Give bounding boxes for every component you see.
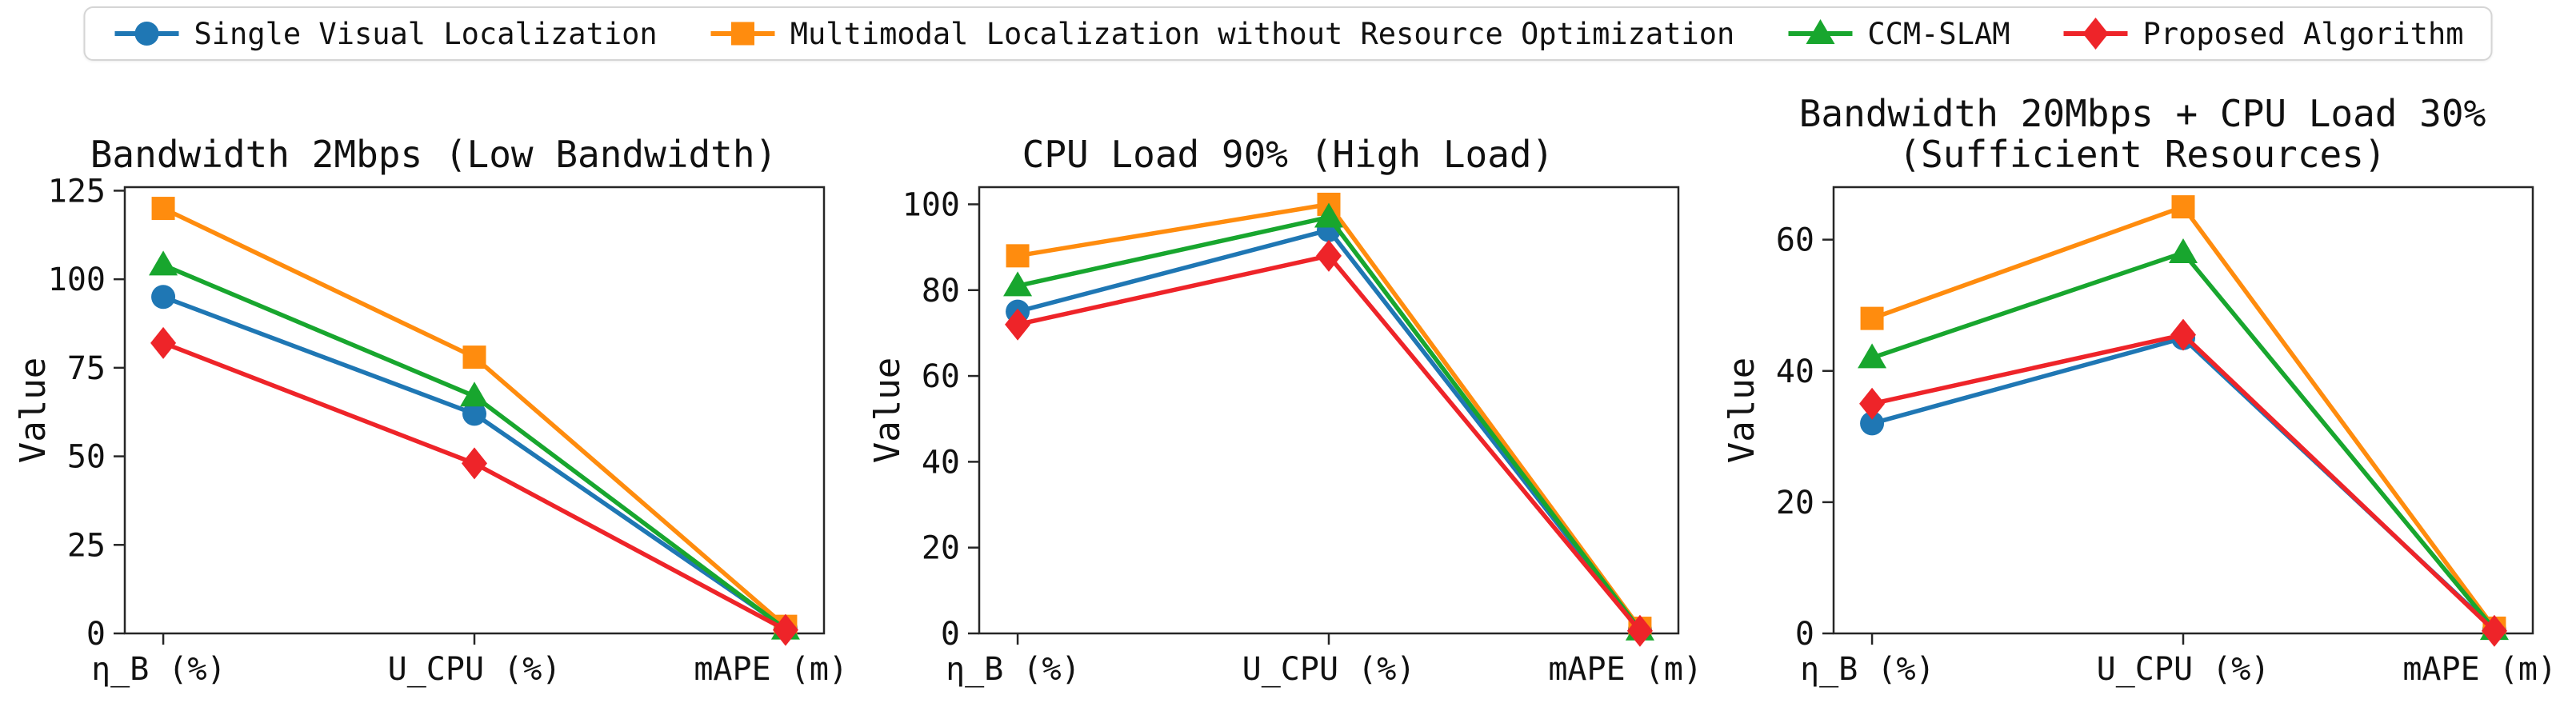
series-diamond [1859,318,2507,647]
diamond-marker-icon [2082,18,2109,50]
y-tick-label: 0 [1795,616,1814,653]
x-tick-label: η_B (%) [1800,651,1935,688]
diamond-marker-icon [2170,318,2196,351]
y-tick-label: 100 [48,262,106,298]
x-tick-label: mAPE (m) [1548,651,1702,688]
y-tick-label: 50 [67,439,106,476]
x-tick-label: mAPE (m) [694,651,848,688]
circle-marker-icon [134,22,159,46]
circle-marker-icon [151,285,176,310]
chart-panel: Bandwidth 2Mbps (Low Bandwidth) 0 25 50 75 10… [11,80,856,697]
legend-item: CCM-SLAM [1786,14,2010,53]
diamond-marker-icon [772,613,798,646]
circle-marker-icon [1860,411,1885,436]
legend-item: Single Visual Localization [113,14,658,53]
chart-title: CPU Load 90% (High Load) [1022,133,1554,177]
series-diamond [150,326,798,646]
chart-title: (Sufficient Resources) [1898,133,2386,177]
chart-panel: CPU Load 90% (High Load) 0 20 40 60 80 100 η_B … [866,80,1710,697]
triangle-marker-icon [460,381,489,407]
x-tick-label: η_B (%) [946,651,1081,688]
triangle-marker-icon [149,250,178,276]
diamond-marker-icon [2063,18,2128,50]
y-tick-label: 0 [941,616,960,653]
square-marker-icon [2171,195,2195,219]
chart-panel: Bandwidth 20Mbps + CPU Load 30% (Sufficie… [1720,80,2565,697]
chart-canvas: 0 25 50 75 100 125 η_B (%) U_CPU (%) mAPE (m) Val… [13,176,848,688]
y-tick-label: 40 [1776,354,1814,390]
triangle-marker-icon [1806,19,1835,44]
legend-item-label: Proposed Algorithm [2142,16,2464,51]
diamond-marker-icon [462,447,487,480]
chart-title-block: Bandwidth 20Mbps + CPU Load 30% (Sufficie… [1720,80,2565,176]
legend-item: Multimodal Localization without Resource… [709,14,1735,53]
chart-title-block: Bandwidth 2Mbps (Low Bandwidth) [11,80,856,176]
legend-item-label: Single Visual Localization [194,16,658,51]
series-square [151,197,798,638]
chart-title: Bandwidth 2Mbps (Low Bandwidth) [90,133,778,177]
square-marker-icon [151,197,175,221]
chart-canvas: 0 20 40 60 η_B (%) U_CPU (%) mAPE (m) Value [1722,186,2557,688]
square-marker-icon [1860,306,1884,330]
legend-item-label: CCM-SLAM [1867,16,2010,51]
y-tick-label: 40 [922,444,960,481]
legend-item: Proposed Algorithm [2062,14,2464,53]
y-tick-label: 20 [1776,485,1814,521]
circle-marker-icon [114,22,179,46]
diamond-marker-icon [2481,614,2507,647]
y-axis-label: Value [1722,358,1762,463]
triangle-marker-icon [1788,19,1853,44]
x-tick-label: mAPE (m) [2402,651,2557,688]
triangle-marker-icon [1314,202,1343,228]
y-tick-label: 75 [67,350,106,387]
y-tick-label: 60 [922,358,960,395]
circle-marker-icon [462,401,486,426]
chart-canvas: 0 20 40 60 80 100 η_B (%) U_CPU (%) mAPE (m) Valu… [867,186,1702,688]
charts-row: Bandwidth 2Mbps (Low Bandwidth) 0 25 50 75 10… [0,80,2576,697]
square-marker-icon [710,22,775,46]
diamond-marker-icon [150,326,177,359]
diamond-marker-icon [1859,387,1886,420]
y-axis-label: Value [13,358,54,463]
diamond-marker-icon [1316,239,1342,272]
y-tick-label: 20 [922,530,960,567]
x-tick-label: η_B (%) [91,651,226,688]
square-marker-icon [462,346,486,369]
triangle-marker-icon [2169,238,2198,264]
chart-title-block: CPU Load 90% (High Load) [866,80,1710,176]
triangle-marker-icon [1003,271,1033,297]
x-tick-label: U_CPU (%) [2097,651,2270,688]
triangle-marker-icon [1858,343,1887,369]
y-tick-label: 25 [67,527,106,564]
square-marker-icon [1006,244,1030,268]
series-diamond [1005,239,1653,647]
square-marker-icon [731,22,755,46]
legend-item-label: Multimodal Localization without Resource… [790,16,1735,51]
y-tick-label: 125 [48,176,106,210]
y-tick-label: 80 [922,273,960,310]
chart-title: Bandwidth 20Mbps + CPU Load 30% [1798,91,2486,135]
y-tick-label: 60 [1776,222,1814,259]
legend: Single Visual Localization Multimodal Loc… [83,6,2493,61]
diamond-marker-icon [1005,308,1031,341]
y-tick-label: 0 [86,616,106,653]
y-axis-label: Value [867,358,908,463]
diamond-marker-icon [1626,614,1653,647]
x-tick-label: U_CPU (%) [388,651,562,688]
y-tick-label: 100 [902,186,960,223]
x-tick-label: U_CPU (%) [1242,651,1416,688]
